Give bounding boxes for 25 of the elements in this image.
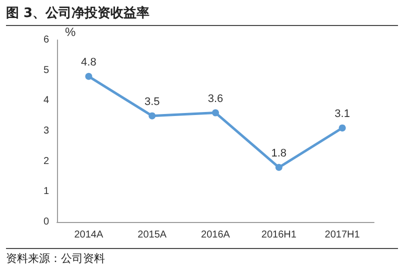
y-tick-label: 1 [43,186,50,198]
y-axis-title: % [65,25,76,39]
y-tick-label: 4 [43,95,50,106]
chart-title: 图 3、公司净投资收益率 [6,4,398,26]
point [275,164,282,171]
point [148,112,156,120]
y-tick-label: 6 [43,34,50,46]
data-label: 3.1 [334,108,350,120]
y-tick-label: 5 [43,64,50,76]
x-tick-label: 2016A [201,230,230,240]
data-label: 3.6 [208,92,224,105]
data-label: 4.8 [81,56,96,68]
x-tick-label: 2016H1 [261,230,297,240]
x-tick-label: 2014A [74,230,104,240]
y-tick-label: 2 [43,156,50,167]
text: 资料来源：公司资料 [6,248,398,266]
x-tick-label: 2015A [138,230,167,240]
point [338,124,346,132]
x-tick-label: 2017H1 [324,230,360,240]
y-tick-label: 3 [43,126,50,136]
data-label: 1.8 [271,147,287,160]
y-tick-label: 0 [43,216,50,228]
point [212,109,219,116]
data-label: 3.5 [144,96,160,108]
point [85,72,92,80]
